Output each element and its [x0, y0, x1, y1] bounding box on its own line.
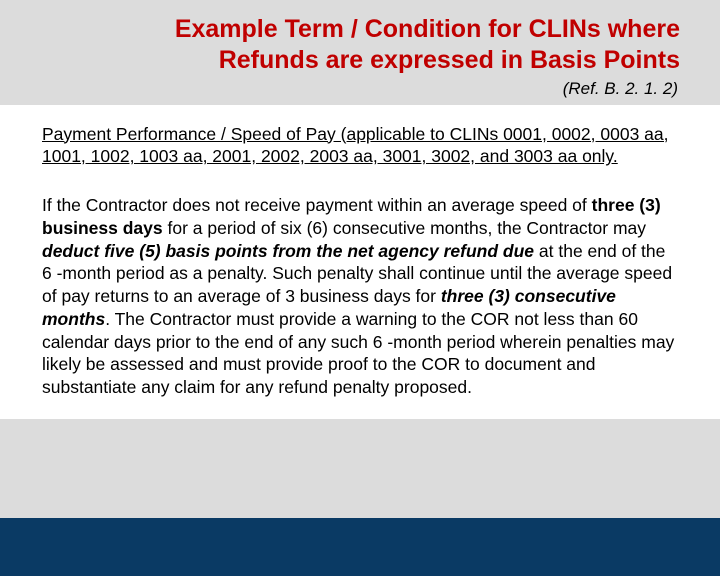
section-heading: Payment Performance / Speed of Pay (appl…: [42, 123, 678, 169]
body-paragraph: If the Contractor does not receive payme…: [42, 194, 678, 399]
content-area: Payment Performance / Speed of Pay (appl…: [0, 105, 720, 419]
body-seg-7: . The Contractor must provide a warning …: [42, 309, 674, 397]
body-seg-3: for a period of six (6) consecutive mont…: [163, 218, 646, 238]
title-line-2: Refunds are expressed in Basis Points: [219, 46, 680, 74]
reference-label: (Ref. B. 2. 1. 2): [100, 79, 680, 99]
body-seg-4: deduct five (5) basis points from the ne…: [42, 241, 534, 261]
slide-title: Example Term / Condition for CLINs where…: [100, 14, 680, 77]
header-area: Example Term / Condition for CLINs where…: [0, 0, 720, 105]
footer-bar: [0, 518, 720, 576]
title-line-1: Example Term / Condition for CLINs where: [175, 15, 680, 43]
body-seg-1: If the Contractor does not receive payme…: [42, 195, 592, 215]
